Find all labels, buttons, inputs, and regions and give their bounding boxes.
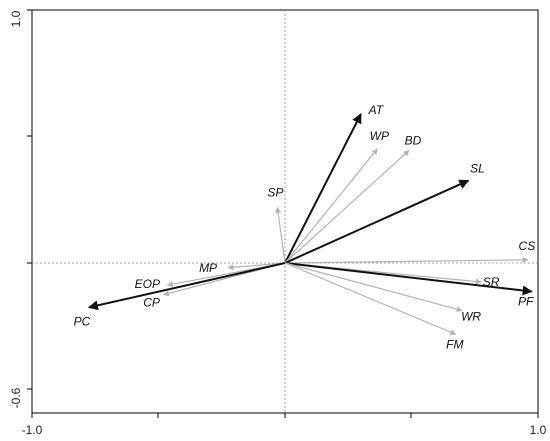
vector-pf (284, 262, 533, 296)
vector-pc (87, 262, 286, 311)
vector-label-eop: EOP (135, 277, 160, 291)
vector-label-wp: WP (370, 129, 389, 143)
vector-wr (284, 262, 463, 313)
vector-label-mp: MP (199, 261, 217, 275)
vector-label-wr: WR (461, 310, 481, 324)
vector-at (284, 113, 362, 264)
vector-sp (275, 206, 286, 264)
vector-label-sl: SL (470, 162, 485, 176)
vector-sl (284, 179, 470, 264)
vector-label-cp: CP (143, 296, 160, 310)
y-tick-label-min: -0.6 (9, 387, 23, 408)
vector-label-sp: SP (267, 186, 283, 200)
x-tick-label-min: -1.0 (22, 423, 43, 437)
y-axis-ticks (27, 9, 32, 390)
vector-mp (227, 262, 286, 271)
vector-label-bd: BD (405, 133, 422, 147)
x-axis-ticks (31, 413, 539, 418)
vector-wp (284, 148, 378, 264)
x-tick-label-max: 1.0 (530, 423, 547, 437)
vector-label-at: AT (368, 103, 385, 117)
vector-fm (284, 262, 457, 336)
vector-bd (284, 150, 410, 264)
vector-label-cs: CS (519, 239, 536, 253)
vector-cs (284, 256, 529, 264)
y-tick-label-max: 1.0 (9, 10, 23, 27)
vector-label-pf: PF (518, 295, 534, 309)
vector-label-pc: PC (74, 314, 91, 328)
vector-label-fm: FM (446, 337, 463, 351)
